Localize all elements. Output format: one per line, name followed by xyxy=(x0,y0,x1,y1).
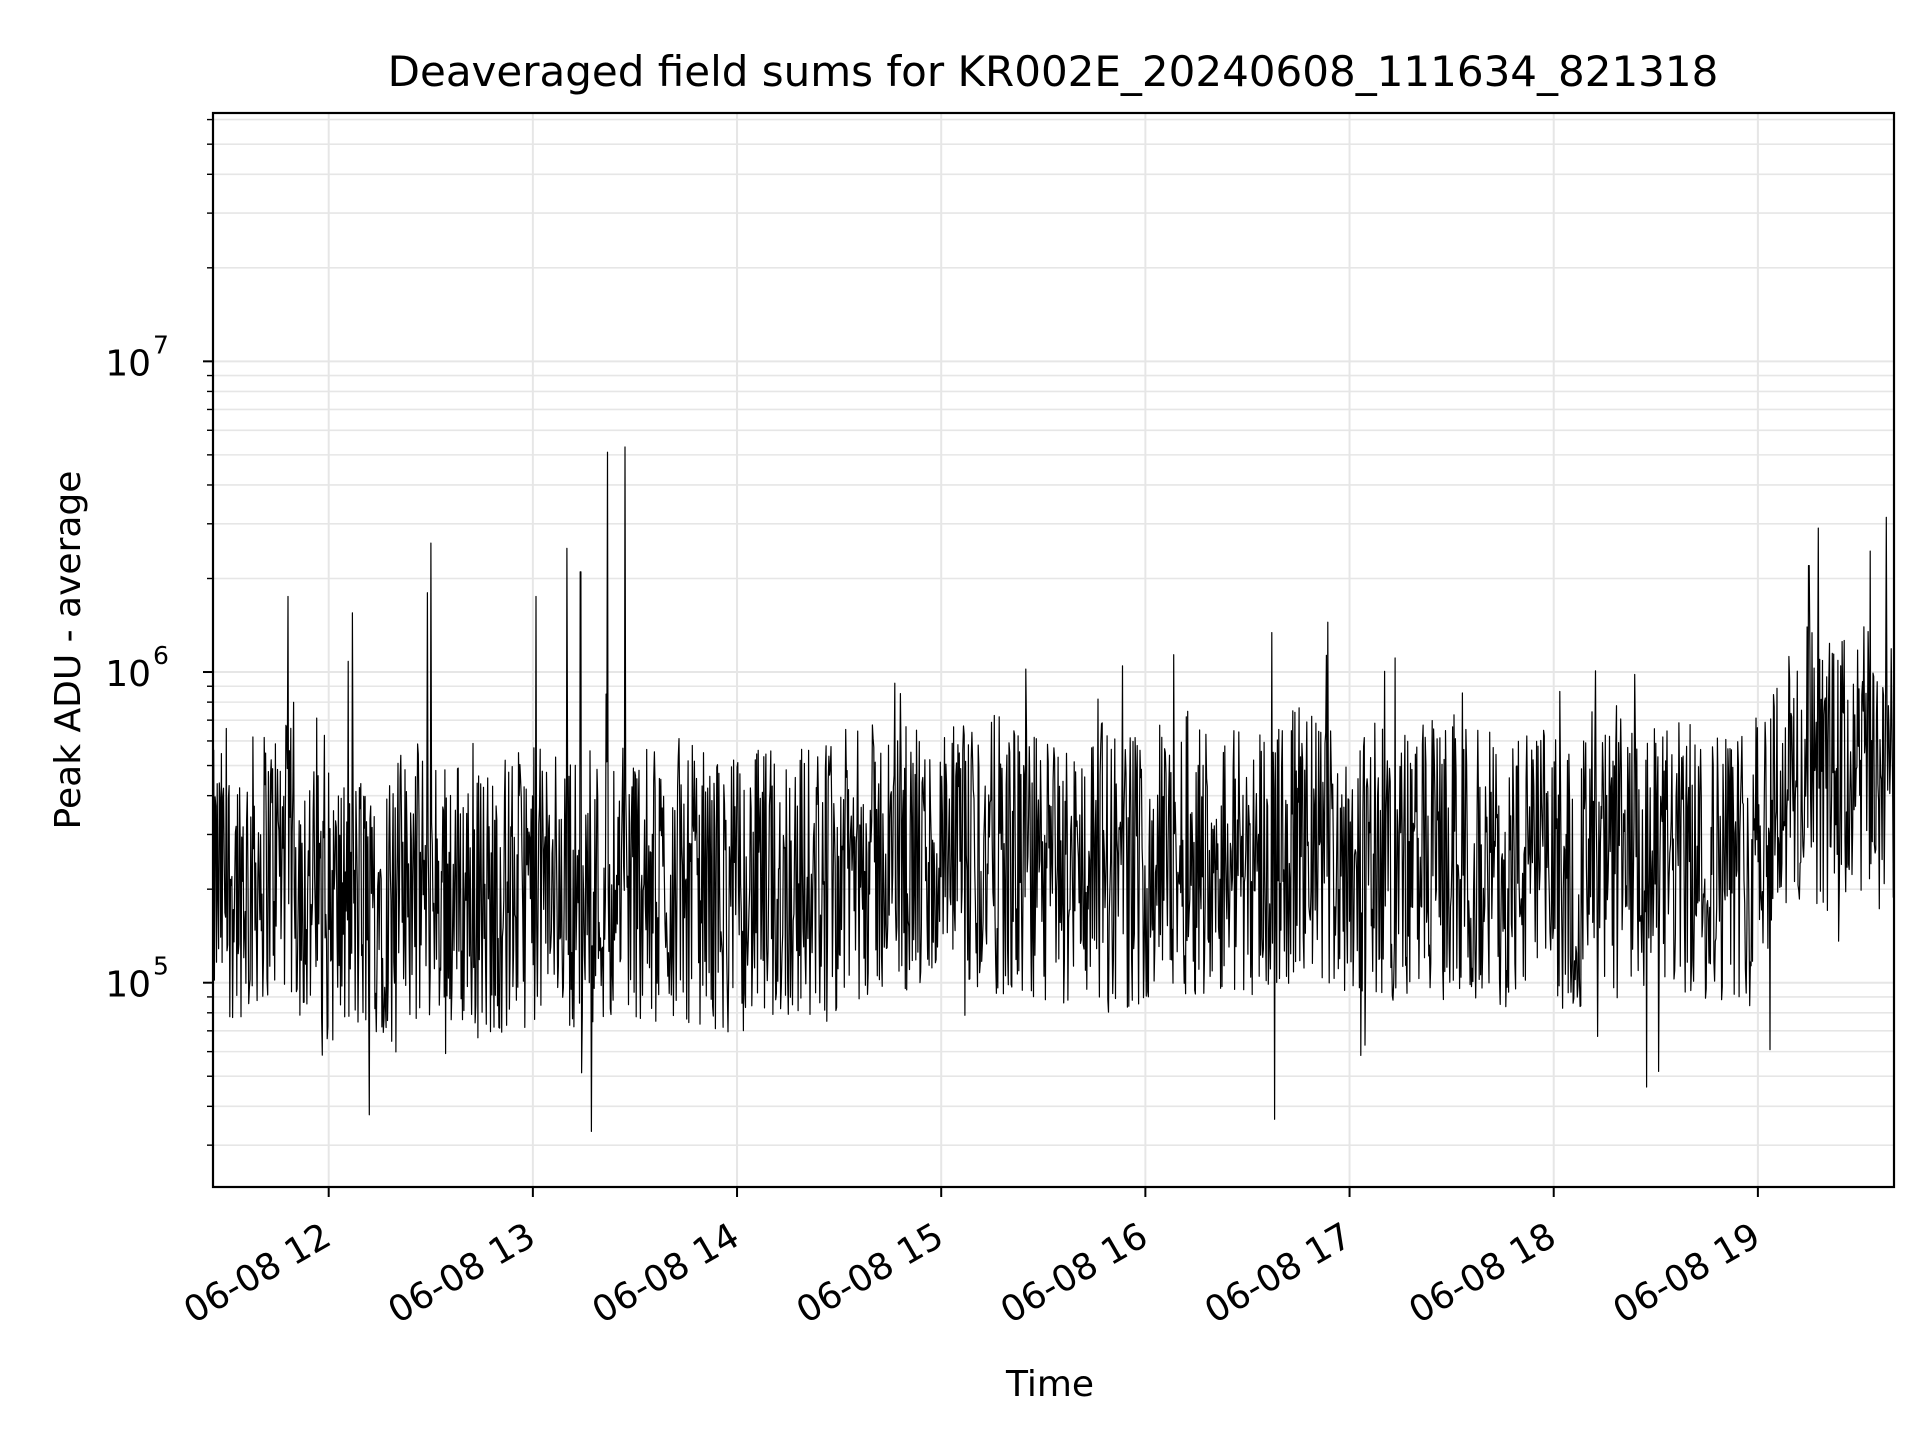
y-tick-label: 10 xyxy=(105,343,151,384)
chart-title: Deaveraged field sums for KR002E_2024060… xyxy=(388,47,1719,96)
plot-frame xyxy=(211,111,1896,1189)
y-tick-label-exponent: 7 xyxy=(153,330,169,359)
y-tick-label: 10 xyxy=(105,654,151,695)
x-axis-label: Time xyxy=(1005,1364,1094,1405)
y-tick-label-exponent: 6 xyxy=(153,641,169,670)
y-axis-label: Peak ADU - average xyxy=(48,471,89,830)
y-tick-label: 10 xyxy=(105,965,151,1006)
y-tick-label-exponent: 5 xyxy=(153,952,169,981)
series-line xyxy=(212,446,1895,1132)
series-line-group xyxy=(212,446,1895,1132)
